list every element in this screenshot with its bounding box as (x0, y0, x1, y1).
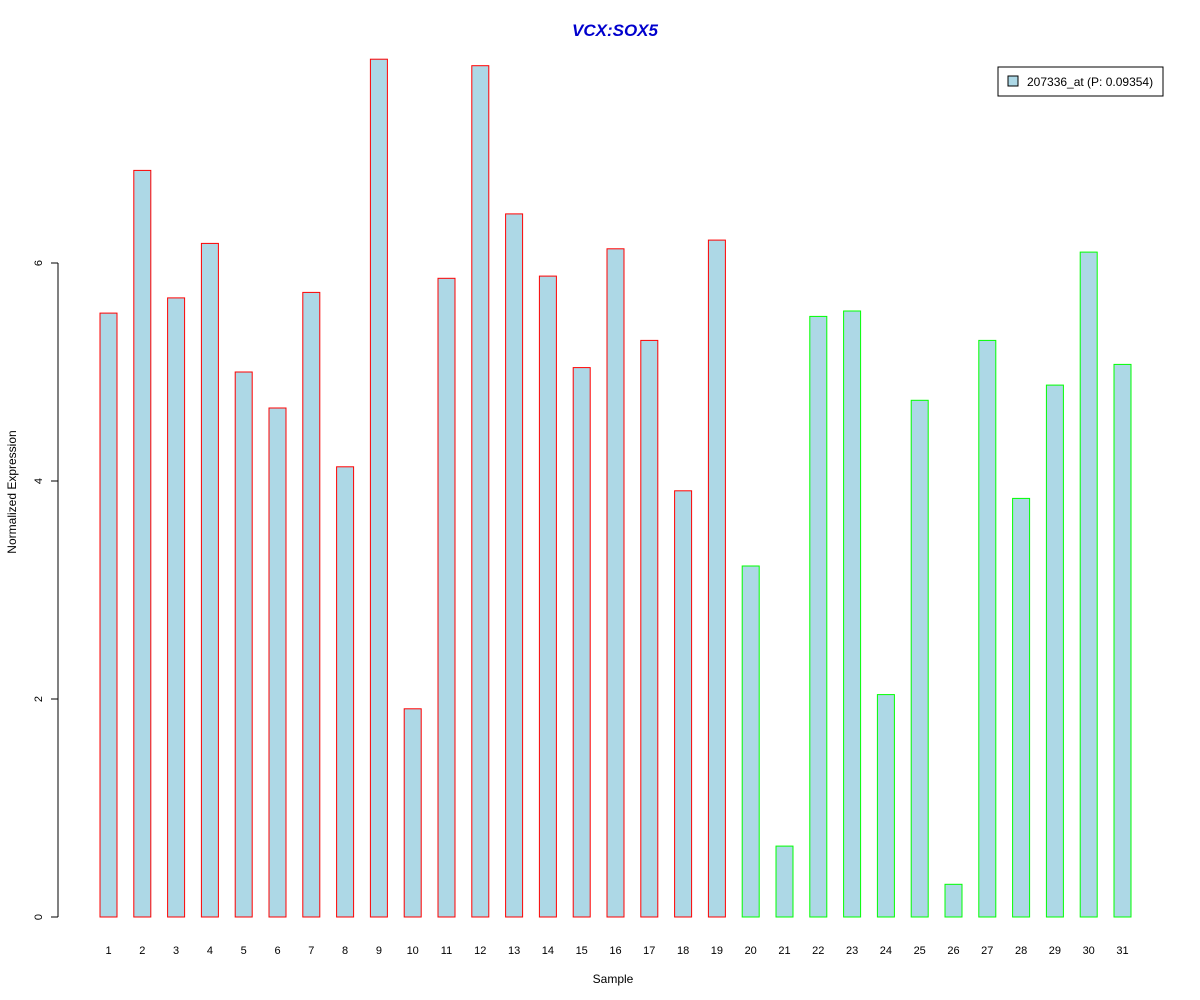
x-tick-label: 9 (376, 945, 382, 957)
x-tick-label: 13 (508, 945, 520, 957)
chart-title: VCX:SOX5 (572, 21, 659, 40)
x-tick-label: 21 (778, 945, 790, 957)
bar (674, 490, 693, 918)
bar (843, 310, 862, 918)
x-tick-label: 10 (407, 945, 419, 957)
bar (336, 466, 355, 918)
bar (200, 242, 219, 918)
y-tick-label: 0 (33, 914, 45, 920)
x-tick-label: 12 (474, 945, 486, 957)
bar (809, 315, 828, 918)
x-tick-label: 19 (711, 945, 723, 957)
bar (369, 58, 388, 918)
legend-swatch (1007, 75, 1019, 87)
y-axis-title: Normalized Expression (5, 430, 19, 553)
y-tick-label: 6 (33, 260, 45, 266)
bar (505, 213, 524, 918)
x-tick-label: 17 (643, 945, 655, 957)
bar (538, 275, 557, 918)
x-tick-label: 1 (105, 945, 111, 957)
bar (234, 371, 253, 918)
x-tick-label: 22 (812, 945, 824, 957)
bar (471, 65, 490, 918)
bar (1079, 251, 1098, 918)
x-tick-label: 27 (981, 945, 993, 957)
x-tick-label: 4 (207, 945, 213, 957)
x-tick-label: 16 (609, 945, 621, 957)
legend: 207336_at (P: 0.09354) (997, 66, 1164, 97)
legend-label: 207336_at (P: 0.09354) (1027, 75, 1153, 89)
x-axis-labels: 1 2 3 4 5 6 7 8 9 10 11 12 13 14 15 16 17 18 19 20 21 22 23 24 2… (105, 945, 1128, 957)
x-tick-label: 31 (1116, 945, 1128, 957)
bar (775, 845, 794, 918)
x-tick-label: 25 (914, 945, 926, 957)
bar (876, 694, 895, 918)
x-tick-label: 8 (342, 945, 348, 957)
x-tick-label: 11 (441, 945, 452, 957)
x-tick-label: 14 (542, 945, 554, 957)
y-tick-label: 2 (33, 696, 45, 702)
x-tick-label: 20 (745, 945, 757, 957)
x-tick-label: 29 (1049, 945, 1061, 957)
bar (606, 248, 625, 918)
x-tick-label: 15 (576, 945, 588, 957)
x-tick-label: 18 (677, 945, 689, 957)
bar (268, 407, 287, 918)
bar (978, 339, 997, 918)
bar (1012, 497, 1031, 918)
x-tick-label: 6 (274, 945, 280, 957)
bar (302, 291, 321, 918)
bar (640, 339, 659, 918)
x-tick-label: 7 (308, 945, 314, 957)
y-tick-label: 4 (33, 478, 45, 484)
bar (572, 367, 591, 918)
x-tick-label: 5 (241, 945, 247, 957)
x-tick-label: 26 (947, 945, 959, 957)
bars (99, 58, 1132, 918)
bar (1045, 384, 1064, 918)
bar (1113, 363, 1132, 918)
x-axis-title: Sample (593, 972, 634, 986)
bar (403, 708, 422, 918)
x-tick-label: 3 (173, 945, 179, 957)
y-axis: 0 2 4 6 (33, 260, 59, 920)
bar (944, 883, 963, 918)
x-tick-label: 23 (846, 945, 858, 957)
bar (133, 169, 152, 918)
x-tick-label: 2 (139, 945, 145, 957)
bar (910, 399, 929, 918)
bar (741, 565, 760, 918)
bar (707, 239, 726, 918)
x-tick-label: 28 (1015, 945, 1027, 957)
legend-box (997, 66, 1164, 97)
bar (167, 297, 186, 918)
x-tick-label: 24 (880, 945, 892, 957)
x-tick-label: 30 (1083, 945, 1095, 957)
bar (437, 277, 456, 918)
bar (99, 312, 118, 918)
